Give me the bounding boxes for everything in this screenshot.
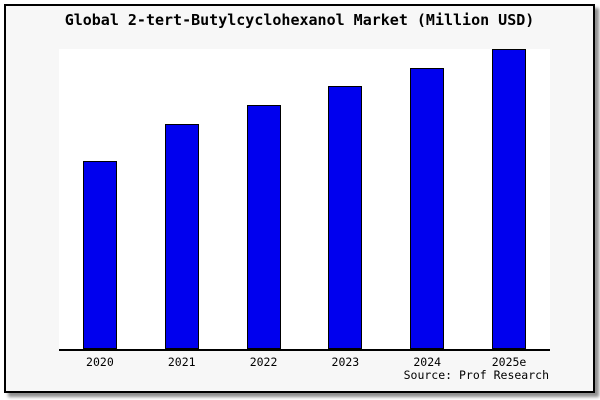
x-tick-label: 2025e bbox=[491, 355, 527, 369]
x-tick-label: 2021 bbox=[167, 355, 196, 369]
bar-2022 bbox=[246, 104, 281, 349]
chart-frame: Global 2-tert-Butylcyclohexanol Market (… bbox=[4, 4, 595, 393]
x-tick-label: 2020 bbox=[86, 355, 114, 369]
bar-2021 bbox=[164, 123, 199, 349]
source-credit: Source: Prof Research bbox=[403, 368, 549, 382]
x-axis-tick-row: 2020 2021 2022 2023 2024 2025e bbox=[59, 355, 550, 369]
bar-2024 bbox=[410, 68, 445, 349]
x-tick-label: 2024 bbox=[413, 355, 442, 369]
bar-2023 bbox=[328, 85, 363, 349]
bar-2020 bbox=[82, 161, 117, 349]
chart-title: Global 2-tert-Butylcyclohexanol Market (… bbox=[64, 11, 535, 29]
x-tick-label: 2022 bbox=[249, 355, 278, 369]
x-tick-label: 2023 bbox=[331, 355, 360, 369]
plot-area bbox=[59, 49, 550, 351]
bar-2025e bbox=[492, 49, 527, 349]
